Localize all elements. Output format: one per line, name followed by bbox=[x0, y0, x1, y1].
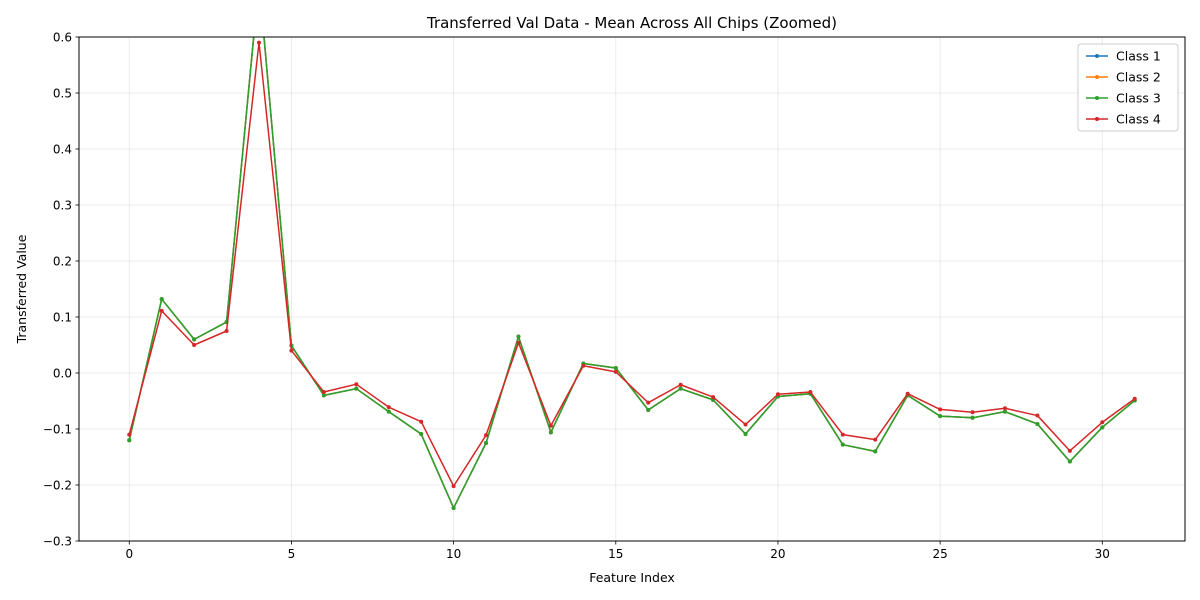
y-tick-label: −0.2 bbox=[43, 478, 72, 492]
data-point-class-3 bbox=[1002, 409, 1007, 414]
data-point-class-3 bbox=[1035, 421, 1040, 426]
data-point-class-3 bbox=[678, 386, 683, 391]
x-axis: 0 5 10 15 20 25 30 bbox=[125, 541, 1110, 561]
legend-label: Class 4 bbox=[1116, 112, 1161, 127]
data-point-class-3 bbox=[938, 414, 943, 419]
data-point-class-3 bbox=[484, 441, 489, 445]
legend-label: Class 2 bbox=[1116, 70, 1161, 85]
data-point-class-4 bbox=[159, 308, 164, 313]
data-point-class-4 bbox=[1035, 413, 1040, 418]
legend: Class 1 Class 2 Class 3 Class 4 bbox=[1077, 43, 1179, 132]
legend-swatch-marker bbox=[1095, 54, 1099, 58]
data-point-class-4 bbox=[386, 405, 391, 410]
x-tick-label: 5 bbox=[288, 547, 296, 561]
series-class-3 bbox=[127, 37, 1137, 510]
data-point-class-4 bbox=[711, 395, 716, 400]
y-tick-label: 0.0 bbox=[53, 366, 72, 380]
y-tick-label: −0.3 bbox=[43, 534, 72, 548]
data-point-class-4 bbox=[548, 423, 553, 428]
legend-label: Class 3 bbox=[1116, 91, 1161, 106]
data-point-class-4 bbox=[678, 382, 683, 387]
data-point-class-3 bbox=[970, 415, 975, 420]
data-point-class-4 bbox=[808, 390, 813, 395]
series-class-4 bbox=[127, 40, 1137, 489]
data-point-class-4 bbox=[970, 410, 975, 415]
data-point-class-4 bbox=[1002, 406, 1007, 411]
legend-swatch-marker bbox=[1095, 96, 1099, 100]
plot-frame bbox=[78, 36, 1186, 542]
data-point-class-3 bbox=[354, 386, 359, 391]
x-tick-label: 0 bbox=[125, 547, 133, 561]
data-point-class-3 bbox=[516, 334, 521, 339]
data-point-class-3 bbox=[1100, 425, 1105, 430]
data-point-class-4 bbox=[451, 484, 456, 489]
data-point-class-3 bbox=[127, 438, 132, 443]
data-point-class-4 bbox=[905, 391, 910, 396]
data-point-class-3 bbox=[321, 393, 326, 398]
data-point-class-3 bbox=[646, 407, 651, 412]
data-point-class-4 bbox=[127, 432, 132, 437]
y-tick-label: 0.4 bbox=[53, 142, 72, 156]
data-point-class-4 bbox=[1132, 396, 1137, 401]
data-point-class-3 bbox=[613, 365, 618, 370]
data-point-class-4 bbox=[419, 419, 424, 424]
x-tick-label: 25 bbox=[932, 547, 947, 561]
legend-item-class-4: Class 4 bbox=[1086, 112, 1161, 127]
legend-item-class-2: Class 2 bbox=[1086, 70, 1161, 85]
y-tick-label: −0.1 bbox=[43, 422, 72, 436]
data-point-class-4 bbox=[257, 40, 262, 45]
y-tick-label: 0.5 bbox=[53, 86, 72, 100]
data-point-class-4 bbox=[613, 369, 618, 374]
legend-swatch-marker bbox=[1095, 117, 1099, 121]
data-point-class-4 bbox=[873, 437, 878, 442]
data-point-class-3 bbox=[192, 337, 197, 342]
data-point-class-3 bbox=[840, 442, 845, 447]
y-tick-label: 0.6 bbox=[53, 30, 72, 44]
legend-label: Class 1 bbox=[1116, 49, 1161, 64]
data-point-class-4 bbox=[581, 363, 586, 368]
data-point-class-3 bbox=[743, 432, 748, 437]
x-tick-label: 20 bbox=[770, 547, 785, 561]
legend-item-class-1: Class 1 bbox=[1086, 49, 1161, 64]
series-layer bbox=[127, 37, 1137, 510]
series-line-class-4 bbox=[128, 41, 1136, 487]
data-point-class-4 bbox=[354, 382, 359, 387]
chart-title: Transferred Val Data - Mean Across All C… bbox=[426, 14, 837, 32]
series-line-class-3 bbox=[128, 37, 1136, 509]
x-axis-label: Feature Index bbox=[589, 570, 675, 585]
data-point-class-3 bbox=[548, 430, 553, 435]
y-axis-label: Transferred Value bbox=[14, 234, 29, 344]
data-point-class-3 bbox=[419, 432, 424, 437]
x-tick-label: 10 bbox=[446, 547, 461, 561]
data-point-class-4 bbox=[646, 400, 651, 405]
x-tick-label: 30 bbox=[1095, 547, 1110, 561]
legend-item-class-3: Class 3 bbox=[1086, 91, 1161, 106]
data-point-class-4 bbox=[775, 392, 780, 397]
y-axis: −0.3 −0.2 −0.1 0.0 0.1 0.2 0.3 0.4 0.5 0.6 bbox=[43, 30, 79, 548]
data-point-class-4 bbox=[1100, 420, 1105, 425]
y-tick-label: 0.3 bbox=[53, 198, 72, 212]
data-point-class-4 bbox=[321, 390, 326, 395]
y-tick-label: 0.2 bbox=[53, 254, 72, 268]
data-point-class-4 bbox=[516, 340, 521, 345]
legend-swatch-marker bbox=[1095, 75, 1099, 79]
data-point-class-4 bbox=[484, 433, 489, 438]
data-point-class-4 bbox=[289, 348, 294, 353]
data-point-class-4 bbox=[743, 422, 748, 427]
data-point-class-4 bbox=[938, 407, 943, 412]
data-point-class-3 bbox=[386, 409, 391, 414]
y-tick-label: 0.1 bbox=[53, 310, 72, 324]
data-point-class-3 bbox=[1067, 459, 1072, 464]
x-tick-label: 15 bbox=[608, 547, 623, 561]
data-point-class-3 bbox=[873, 449, 878, 454]
data-point-class-4 bbox=[840, 432, 845, 437]
data-point-class-3 bbox=[159, 297, 164, 302]
legend-box bbox=[1077, 43, 1179, 132]
data-point-class-4 bbox=[192, 343, 197, 347]
data-point-class-4 bbox=[224, 329, 229, 333]
data-point-class-4 bbox=[1067, 448, 1072, 453]
data-point-class-3 bbox=[451, 505, 456, 510]
